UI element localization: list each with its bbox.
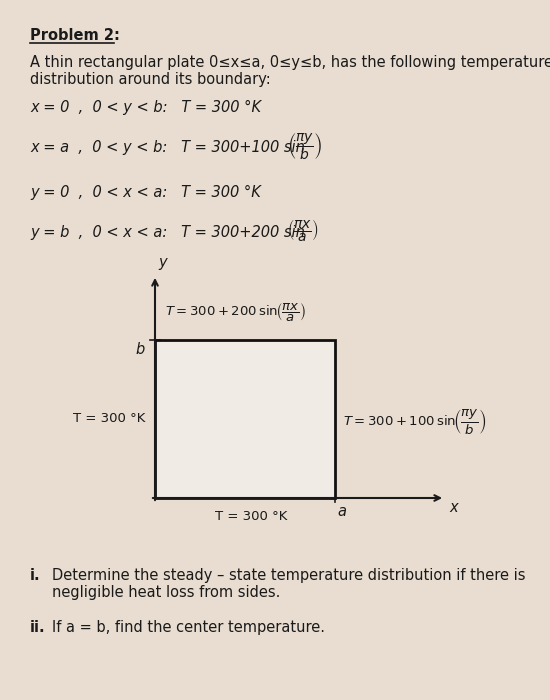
Text: i.: i. — [30, 568, 41, 583]
Text: ii.: ii. — [30, 620, 46, 635]
Text: distribution around its boundary:: distribution around its boundary: — [30, 72, 271, 87]
Text: negligible heat loss from sides.: negligible heat loss from sides. — [52, 585, 280, 600]
Text: Determine the steady – state temperature distribution if there is: Determine the steady – state temperature… — [52, 568, 525, 583]
Text: If a = b, find the center temperature.: If a = b, find the center temperature. — [52, 620, 325, 635]
Text: y = b  ,  0 < x < a:   T = 300+200 sin: y = b , 0 < x < a: T = 300+200 sin — [30, 225, 305, 240]
Text: A thin rectangular plate 0≤x≤a, 0≤y≤b, has the following temperature: A thin rectangular plate 0≤x≤a, 0≤y≤b, h… — [30, 55, 550, 70]
Text: x: x — [449, 500, 458, 515]
Text: y = 0  ,  0 < x < a:   T = 300 °K: y = 0 , 0 < x < a: T = 300 °K — [30, 185, 261, 200]
Text: $\left(\dfrac{\pi x}{a}\right)$: $\left(\dfrac{\pi x}{a}\right)$ — [287, 217, 319, 243]
Text: a: a — [337, 504, 346, 519]
Text: $T = 300+200\,\mathrm{sin}\!\left(\dfrac{\pi x}{a}\right)$: $T = 300+200\,\mathrm{sin}\!\left(\dfrac… — [165, 302, 306, 324]
Text: x = 0  ,  0 < y < b:   T = 300 °K: x = 0 , 0 < y < b: T = 300 °K — [30, 100, 261, 115]
Text: $\left(\dfrac{\pi y}{b}\right)$: $\left(\dfrac{\pi y}{b}\right)$ — [287, 132, 322, 162]
Text: x = a  ,  0 < y < b:   T = 300+100 sin: x = a , 0 < y < b: T = 300+100 sin — [30, 140, 305, 155]
Text: b: b — [136, 342, 145, 357]
Text: T = 300 °K: T = 300 °K — [215, 510, 287, 523]
Text: Problem 2:: Problem 2: — [30, 28, 120, 43]
Text: $T = 300+100\,\mathrm{sin}\!\left(\dfrac{\pi y}{b}\right)$: $T = 300+100\,\mathrm{sin}\!\left(\dfrac… — [343, 407, 486, 436]
Bar — [155, 340, 335, 498]
Text: y: y — [158, 255, 167, 270]
Text: T = 300 °K: T = 300 °K — [73, 412, 145, 426]
